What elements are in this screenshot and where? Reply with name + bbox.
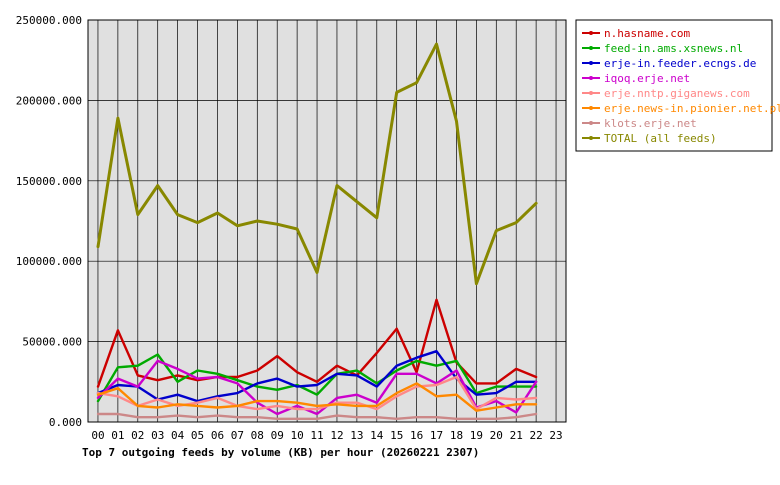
x-tick-label: 04 — [171, 429, 185, 442]
legend-label: iqoq.erje.net — [604, 72, 690, 85]
legend: n.hasname.com feed-in.ams.xsnews.nl erje-i… — [575, 19, 780, 152]
legend-marker — [589, 91, 593, 95]
plot-area — [87, 19, 567, 423]
y-tick-label: 50000.000 — [22, 336, 82, 349]
series-line — [96, 353, 538, 403]
y-axis-ticks: 0.000 50000.000 100000.000 150000.000 200000… — [16, 14, 82, 429]
legend-label: klots.erje.net — [604, 117, 697, 130]
legend-box — [575, 19, 773, 152]
series-line — [96, 382, 538, 412]
legend-label: erje-in.feeder.ecngs.de — [604, 57, 756, 70]
y-tick-label: 250000.000 — [16, 14, 82, 27]
legend-label: erje.nntp.giganews.com — [604, 87, 750, 100]
x-tick-label: 03 — [151, 429, 164, 442]
x-tick-label: 16 — [410, 429, 423, 442]
legend-label: feed-in.ams.xsnews.nl — [604, 42, 743, 55]
legend-marker — [589, 61, 593, 65]
x-tick-label: 08 — [251, 429, 264, 442]
legend-marker — [589, 31, 593, 35]
x-tick-label: 17 — [430, 429, 443, 442]
series-line — [96, 375, 538, 411]
x-tick-label: 14 — [370, 429, 384, 442]
x-tick-label: 11 — [310, 429, 323, 442]
chart-caption: Top 7 outgoing feeds by volume (KB) per … — [82, 446, 479, 459]
series-lines — [96, 42, 538, 420]
series-line — [96, 42, 538, 286]
x-tick-label: 23 — [549, 429, 562, 442]
legend-marker — [589, 76, 593, 80]
series-line — [96, 359, 538, 416]
y-tick-label: 100000.000 — [16, 255, 82, 268]
x-tick-label: 22 — [530, 429, 543, 442]
x-tick-label: 18 — [450, 429, 463, 442]
x-tick-label: 07 — [231, 429, 244, 442]
legend-label: n.hasname.com — [604, 27, 690, 40]
x-tick-label: 06 — [211, 429, 224, 442]
x-tick-label: 12 — [330, 429, 343, 442]
grid — [88, 20, 566, 422]
y-tick-label: 150000.000 — [16, 175, 82, 188]
legend-marker — [589, 136, 593, 140]
legend-label: erje.news-in.pionier.net.pl — [604, 102, 780, 115]
x-tick-label: 13 — [350, 429, 363, 442]
x-tick-label: 09 — [271, 429, 284, 442]
legend-marker — [589, 46, 593, 50]
series-line — [96, 412, 538, 420]
legend-marker — [589, 121, 593, 125]
legend-label: TOTAL (all feeds) — [604, 132, 717, 145]
x-tick-label: 02 — [131, 429, 144, 442]
x-tick-label: 10 — [291, 429, 304, 442]
x-tick-label: 00 — [91, 429, 104, 442]
x-tick-label: 19 — [470, 429, 483, 442]
x-axis-ticks: 00 01 02 03 04 05 06 07 08 09 10 11 12 13 14 15 16 17 18 19… — [91, 429, 562, 442]
x-tick-label: 20 — [490, 429, 503, 442]
y-tick-label: 0.000 — [49, 416, 82, 429]
legend-marker — [589, 106, 593, 110]
x-tick-label: 01 — [111, 429, 124, 442]
x-tick-label: 21 — [510, 429, 523, 442]
y-tick-label: 200000.000 — [16, 94, 82, 107]
x-tick-label: 05 — [191, 429, 204, 442]
x-tick-label: 15 — [390, 429, 403, 442]
